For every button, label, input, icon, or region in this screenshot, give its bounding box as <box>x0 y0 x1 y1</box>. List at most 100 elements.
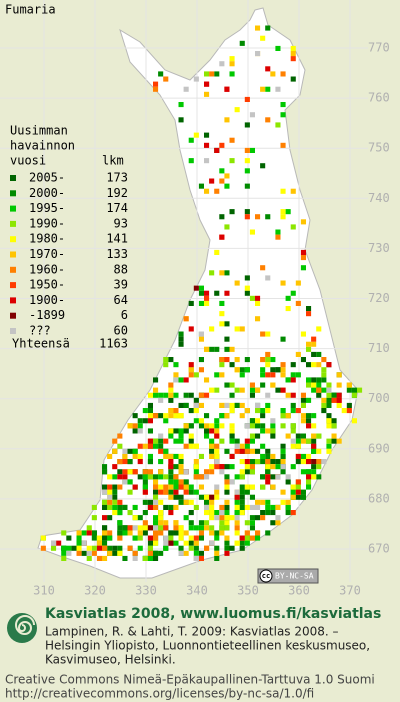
grid-square <box>173 484 179 490</box>
grid-square <box>91 545 97 551</box>
grid-square <box>204 433 210 439</box>
grid-square <box>127 510 133 516</box>
legend-count: 192 <box>106 186 128 200</box>
grid-square <box>178 459 184 465</box>
grid-square <box>193 76 199 82</box>
grid-square <box>239 402 245 408</box>
grid-square <box>86 545 92 551</box>
grid-square <box>311 382 317 388</box>
grid-square <box>81 530 87 536</box>
grid-square <box>219 402 225 408</box>
grid-square <box>219 423 225 429</box>
badge-box <box>257 568 319 584</box>
x-tick-label: 360 <box>288 584 310 598</box>
grid-square <box>198 535 204 541</box>
grid-square <box>244 443 250 449</box>
grid-square <box>153 555 159 561</box>
grid-square <box>326 423 332 429</box>
grid-square <box>91 535 97 541</box>
grid-square <box>280 408 286 414</box>
grid-square <box>255 433 261 439</box>
grid-square <box>306 413 312 419</box>
grid-square <box>153 530 159 536</box>
grid-square <box>163 453 169 459</box>
grid-square <box>260 408 266 414</box>
grid-square <box>229 362 235 368</box>
grid-square <box>290 408 296 414</box>
grid-square <box>260 163 266 169</box>
grid-square <box>188 535 194 541</box>
grid-square <box>249 504 255 510</box>
grid-square <box>260 413 266 419</box>
grid-square <box>229 392 235 398</box>
grid-square <box>127 469 133 475</box>
grid-square <box>229 402 235 408</box>
grid-square <box>137 459 143 465</box>
grid-square <box>326 413 332 419</box>
grid-square <box>290 188 296 194</box>
grid-square <box>112 474 118 480</box>
grid-square <box>204 188 210 194</box>
grid-square <box>239 459 245 465</box>
grid-square <box>290 290 296 296</box>
logo-spiral <box>15 615 35 636</box>
legend-label: 1900- <box>29 293 65 307</box>
grid-square <box>249 382 255 388</box>
grid-square <box>178 494 184 500</box>
grid-square <box>204 300 210 306</box>
grid-square <box>188 392 194 398</box>
grid-square <box>198 494 204 500</box>
grid-square <box>321 402 327 408</box>
grid-square <box>112 510 118 516</box>
grid-square <box>198 423 204 429</box>
grid-square <box>239 413 245 419</box>
y-tick-label: 760 <box>368 91 390 105</box>
grid-square <box>229 453 235 459</box>
grid-square <box>183 86 189 92</box>
grid-square <box>219 142 225 148</box>
grid-square <box>234 367 240 373</box>
grid-square <box>193 469 199 475</box>
legend-count: 93 <box>114 216 128 230</box>
grid-square <box>127 423 133 429</box>
grid-square <box>193 525 199 531</box>
grid-square <box>249 484 255 490</box>
grid-square <box>239 489 245 495</box>
grid-square <box>234 448 240 454</box>
grid-square <box>163 76 169 82</box>
grid-square <box>168 540 174 546</box>
grid-square <box>117 535 123 541</box>
grid-square <box>219 311 225 317</box>
grid-square <box>132 515 138 521</box>
grid-square <box>244 367 250 373</box>
grid-square <box>300 413 306 419</box>
grid-square <box>183 402 189 408</box>
grid-square <box>188 158 194 164</box>
grid-square <box>270 433 276 439</box>
grid-square <box>255 423 261 429</box>
grid-square <box>316 464 322 470</box>
grid-square <box>300 402 306 408</box>
grid-square <box>219 270 225 276</box>
grid-square <box>178 530 184 536</box>
grid-square <box>76 545 82 551</box>
grid-square <box>290 489 296 495</box>
grid-square <box>239 474 245 480</box>
grid-square <box>285 377 291 383</box>
grid-square <box>219 520 225 526</box>
legend-swatch <box>10 236 16 243</box>
grid-square <box>326 387 332 393</box>
grid-square <box>300 418 306 424</box>
grid-square <box>147 402 153 408</box>
grid-square <box>265 362 271 368</box>
grid-square <box>311 474 317 480</box>
grid-square <box>234 438 240 444</box>
grid-square <box>214 147 220 153</box>
grid-square <box>275 86 281 92</box>
grid-square <box>316 474 322 480</box>
grid-square <box>204 91 210 97</box>
grid-square <box>224 540 230 546</box>
grid-square <box>326 392 332 398</box>
grid-square <box>153 86 159 92</box>
grid-square <box>112 494 118 500</box>
